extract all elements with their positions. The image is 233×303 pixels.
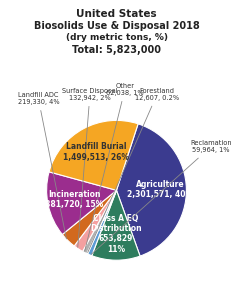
Text: Surface Disposal
132,942, 2%: Surface Disposal 132,942, 2% xyxy=(62,88,118,247)
Text: Agriculture
2,301,571, 40%: Agriculture 2,301,571, 40% xyxy=(127,180,193,199)
Wedge shape xyxy=(92,190,140,260)
Wedge shape xyxy=(87,190,116,254)
Wedge shape xyxy=(82,190,116,254)
Text: United States: United States xyxy=(76,9,157,19)
Text: Incineration
881,720, 15%: Incineration 881,720, 15% xyxy=(45,190,103,209)
Wedge shape xyxy=(62,190,116,246)
Wedge shape xyxy=(116,124,186,256)
Text: Total: 5,823,000: Total: 5,823,000 xyxy=(72,45,161,55)
Text: Reclamation
59,964, 1%: Reclamation 59,964, 1% xyxy=(91,141,232,254)
Text: Biosolids Use & Disposal 2018: Biosolids Use & Disposal 2018 xyxy=(34,21,199,31)
Text: Landfill ADC
219,330, 4%: Landfill ADC 219,330, 4% xyxy=(17,92,66,239)
Text: (dry metric tons, %): (dry metric tons, %) xyxy=(65,33,168,42)
Text: Forestland
12,607, 0.2%: Forestland 12,607, 0.2% xyxy=(88,88,179,252)
Text: Landfill Burial
1,499,513, 26%: Landfill Burial 1,499,513, 26% xyxy=(63,142,129,162)
Wedge shape xyxy=(47,172,116,235)
Wedge shape xyxy=(74,190,116,251)
Wedge shape xyxy=(88,190,116,256)
Text: Other
62,038, 1%: Other 62,038, 1% xyxy=(85,83,144,251)
Wedge shape xyxy=(49,120,138,190)
Text: Class A EQ
Distribution
653,829
11%: Class A EQ Distribution 653,829 11% xyxy=(90,214,142,254)
